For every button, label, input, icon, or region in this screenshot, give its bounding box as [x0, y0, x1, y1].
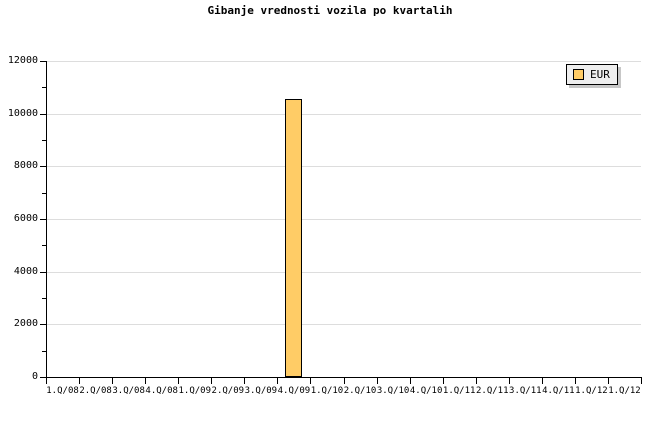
y-tick-minor — [42, 87, 47, 89]
x-axis-line — [46, 377, 642, 378]
x-tick-label: 1.Q/12 — [608, 386, 641, 396]
x-tick — [443, 378, 444, 384]
y-tick-label: 2000 — [13, 318, 38, 330]
bar[interactable] — [285, 99, 302, 377]
y-tick-label: 10000 — [7, 107, 38, 119]
y-tick-major — [40, 324, 47, 326]
y-tick-major — [40, 271, 47, 273]
x-tick — [410, 378, 411, 384]
y-tick-label: 6000 — [13, 213, 38, 224]
x-tick-label: 1.Q/09 — [178, 386, 211, 396]
x-tick-label: 3.Q/09 — [244, 386, 278, 396]
x-tick — [641, 378, 642, 384]
legend-swatch-eur — [573, 69, 584, 80]
x-tick — [277, 378, 278, 384]
y-tick-major — [40, 219, 47, 220]
y-tick-label: 0 — [31, 371, 38, 382]
y-tick-major — [40, 61, 47, 62]
y-tick-major — [40, 377, 47, 378]
x-tick-label: 4.Q/08 — [145, 386, 178, 396]
x-tick — [46, 378, 47, 384]
x-tick — [79, 378, 80, 384]
x-tick — [145, 378, 146, 384]
x-tick — [575, 378, 576, 384]
y-tick-label: 8000 — [13, 160, 38, 172]
chart-title: Gibanje vrednosti vozila po kvartalih — [207, 4, 453, 17]
x-tick-label: 1.Q/08 — [46, 386, 79, 396]
y-tick-minor — [42, 298, 47, 299]
x-tick — [608, 378, 609, 384]
x-tick — [509, 378, 510, 384]
x-tick-label: 2.Q/08 — [79, 386, 112, 396]
gridline — [46, 324, 641, 326]
x-tick-label: 2.Q/11 — [475, 386, 509, 396]
x-tick-label: 3.Q/08 — [112, 386, 145, 396]
x-tick — [211, 378, 212, 384]
x-tick — [178, 378, 179, 384]
gridline — [46, 271, 641, 273]
x-tick-label: 1.Q/11 — [442, 386, 476, 396]
x-tick-label: 4.Q/11 — [542, 386, 575, 396]
x-tick — [377, 378, 378, 384]
y-tick-major — [40, 113, 47, 115]
x-tick — [244, 378, 245, 384]
x-tick-label: 4.Q/10 — [409, 386, 443, 396]
gridline — [46, 61, 641, 62]
x-tick-label: 3.Q/11 — [509, 386, 542, 396]
x-tick-label: 3.Q/10 — [376, 386, 410, 396]
x-tick-label: 2.Q/10 — [343, 386, 377, 396]
gridline — [46, 219, 641, 220]
x-tick-label: 1.Q/12 — [575, 386, 608, 396]
legend-label-eur: EUR — [590, 68, 610, 81]
y-tick-minor — [42, 140, 47, 141]
x-tick — [542, 378, 543, 384]
x-tick — [476, 378, 477, 384]
x-tick-label: 2.Q/09 — [211, 386, 245, 396]
gridline — [46, 166, 641, 168]
y-tick-label: 4000 — [13, 265, 38, 277]
y-tick-minor — [42, 350, 47, 352]
gridline — [46, 113, 641, 115]
legend[interactable]: EUR — [566, 64, 618, 85]
y-tick-minor — [42, 192, 47, 194]
x-tick — [310, 378, 311, 384]
y-tick-minor — [42, 245, 47, 247]
plot-area — [46, 61, 641, 377]
x-tick — [344, 378, 345, 384]
x-tick-label: 4.Q/09 — [277, 386, 311, 396]
y-tick-label: 12000 — [7, 55, 38, 66]
x-tick-label: 1.Q/10 — [310, 386, 344, 396]
x-tick — [112, 378, 113, 384]
y-tick-major — [40, 166, 47, 168]
